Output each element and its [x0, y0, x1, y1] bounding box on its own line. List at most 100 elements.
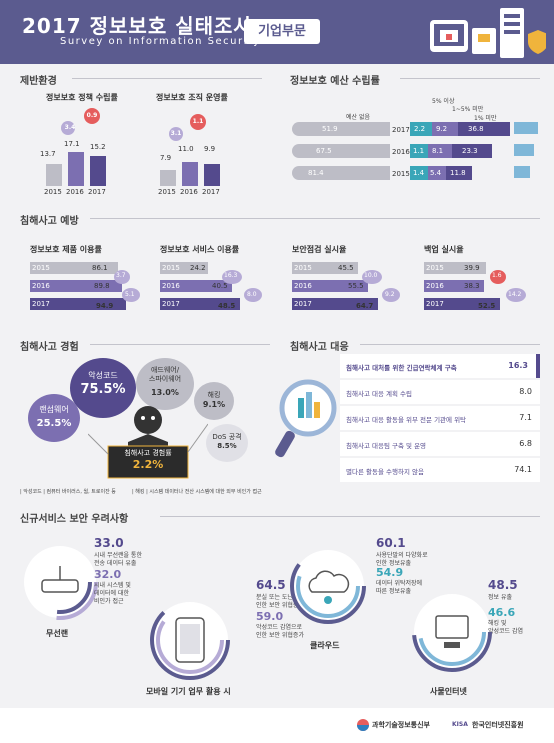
diff-badge-2 — [382, 288, 400, 302]
budget-1to5-bar-2015 — [428, 166, 446, 180]
bar-2015 — [30, 262, 118, 274]
divider — [400, 78, 540, 79]
section-title-budget: 정보보호 예산 수립률 — [290, 76, 380, 87]
diff-badge-2017 — [190, 114, 206, 130]
ransomware-bubble — [28, 394, 80, 442]
prevention-title: 보안점검 실시율 — [292, 245, 347, 254]
response-value: 8.0 — [519, 387, 532, 396]
divider — [90, 344, 270, 345]
mobile-v1: 64.5 — [256, 578, 286, 592]
budget-5plus-2015: 1.4 — [413, 169, 425, 177]
policy-year-2015: 2015 — [44, 188, 62, 196]
prevention-service: 정보보호 서비스 이용률 2015 2016 2017 24.2 40.5 48… — [160, 244, 280, 318]
divider — [160, 516, 540, 517]
budget-none-2016: 67.5 — [316, 147, 332, 155]
bar-2017 — [424, 298, 500, 310]
bar-2016 — [68, 152, 84, 186]
bar-2015 — [424, 262, 486, 274]
diff-badge-2 — [122, 288, 140, 302]
org-chart-title: 정보보호 조직 운영률 — [156, 93, 228, 102]
diff-badge-1 — [222, 270, 242, 284]
magnifier-icon — [275, 379, 337, 458]
wifi-t2c: 비인가 접근 — [94, 598, 124, 605]
budget-year-2017: 2017 — [392, 126, 410, 134]
adware-label: 애드웨어/ 스파이웨어 — [148, 366, 182, 383]
cloud-name: 클라우드 — [310, 641, 340, 650]
budget-under1-bar-2016 — [452, 144, 492, 158]
budget-under1-2015: 11.8 — [450, 169, 466, 177]
diff-2: 14.2 — [508, 291, 522, 298]
mobile-v2: 59.0 — [256, 610, 284, 623]
cloud-v1: 60.1 — [376, 536, 406, 550]
year-2015: 2015 — [162, 264, 180, 272]
response-value: 6.8 — [519, 439, 532, 448]
wifi-name: 무선랜 — [46, 629, 69, 638]
budget-legend-under1: 1% 미만 — [474, 115, 497, 122]
page-subtitle: Survey on Information Security — [60, 36, 261, 47]
response-label: 침해사고 대응팀 구축 및 운영 — [346, 442, 427, 450]
org-value-2016: 11.0 — [178, 145, 194, 153]
budget-under1-2017: 36.8 — [468, 125, 484, 133]
response-label: 별다른 활동을 수행하지 않음 — [346, 468, 424, 476]
hacking-label: 해킹 — [207, 391, 221, 399]
budget-1to5-bar-2017 — [432, 122, 458, 136]
cloud-t1a: 사용단말의 다양화로 — [376, 552, 428, 559]
org-year-2017: 2017 — [202, 188, 220, 196]
diff-2: 5.1 — [125, 291, 135, 298]
diff-1: 10.0 — [364, 272, 378, 279]
year-2017: 2017 — [162, 300, 180, 308]
budget-1to5-2016: 8.1 — [432, 147, 444, 155]
prevention-title: 백업 실시율 — [424, 245, 464, 254]
iot-t2a: 해킹 및 — [488, 620, 507, 627]
value-2015: 39.9 — [464, 264, 480, 272]
response-item: 침해사고 대처를 위한 긴급연락체계 구축 16.3 — [340, 354, 540, 378]
org-year-2015: 2015 — [158, 188, 176, 196]
policy-value-2016: 17.1 — [64, 140, 80, 148]
budget-none-bar-2015 — [292, 166, 390, 180]
response-label: 침해사고 대응 계획 수립 — [346, 390, 412, 398]
section-title-environment: 제반환경 — [20, 76, 57, 87]
year-2015: 2015 — [32, 264, 50, 272]
value-2017: 94.9 — [96, 302, 114, 310]
experience-center-label: 침해사고 경험률 — [124, 449, 172, 457]
org-diff-2017: 1.1 — [192, 118, 204, 125]
response-label: 침해사고 대처를 위한 긴급연락체계 구축 — [346, 364, 457, 372]
year-2016: 2016 — [162, 282, 180, 290]
malware-bubble — [70, 358, 136, 418]
year-2017: 2017 — [426, 300, 444, 308]
cloud-t2a: 데이터 위탁저장에 — [376, 580, 423, 587]
cloud-donut — [290, 548, 366, 624]
budget-legend-5plus: 5% 이상 — [432, 98, 455, 105]
section-title-response: 침해사고 대응 — [290, 342, 349, 353]
policy-year-2017: 2017 — [88, 188, 106, 196]
budget-none-bar-2017 — [292, 122, 390, 136]
org-diff-2016: 3.1 — [170, 130, 182, 137]
diff-1: 1.6 — [492, 272, 502, 279]
wifi-t2a: 시내 시스템 및 — [94, 582, 131, 589]
malware-value: 75.5% — [80, 382, 126, 397]
bar-2017 — [292, 298, 378, 310]
policy-chart — [46, 108, 106, 186]
dos-label: DoS 공격 — [212, 433, 242, 441]
adware-bubble — [136, 358, 194, 410]
experience-center-value: 2.2% — [132, 458, 164, 471]
diff-badge-2016 — [61, 121, 75, 135]
budget-none-2015: 81.4 — [308, 169, 324, 177]
diff-1: 16.3 — [224, 272, 238, 279]
org-year-2016: 2016 — [180, 188, 198, 196]
response-item: 별다른 활동을 수행하지 않음 74.1 — [340, 458, 540, 482]
kisa-name: 한국인터넷진흥원 — [472, 721, 524, 729]
ransomware-value: 25.5% — [36, 418, 72, 429]
diff-2: 8.0 — [247, 291, 257, 298]
bar-2016 — [30, 280, 122, 292]
prevention-title: 정보보호 서비스 이용률 — [160, 245, 240, 254]
year-2015: 2015 — [426, 264, 444, 272]
hacker-laptop-icon — [88, 406, 208, 479]
iot-t2b: 악성코드 감염 — [488, 628, 524, 635]
bar-2017 — [204, 164, 220, 186]
budget-1to5-2015: 5.4 — [430, 169, 442, 177]
policy-chart-title: 정보보호 정책 수립률 — [46, 93, 118, 102]
value-2017: 48.5 — [218, 302, 236, 310]
experience-note-malware: | 악성코드 | 컴퓨터 바이러스, 웜, 트로이잔 등 — [20, 489, 116, 495]
value-2017: 52.5 — [478, 302, 496, 310]
